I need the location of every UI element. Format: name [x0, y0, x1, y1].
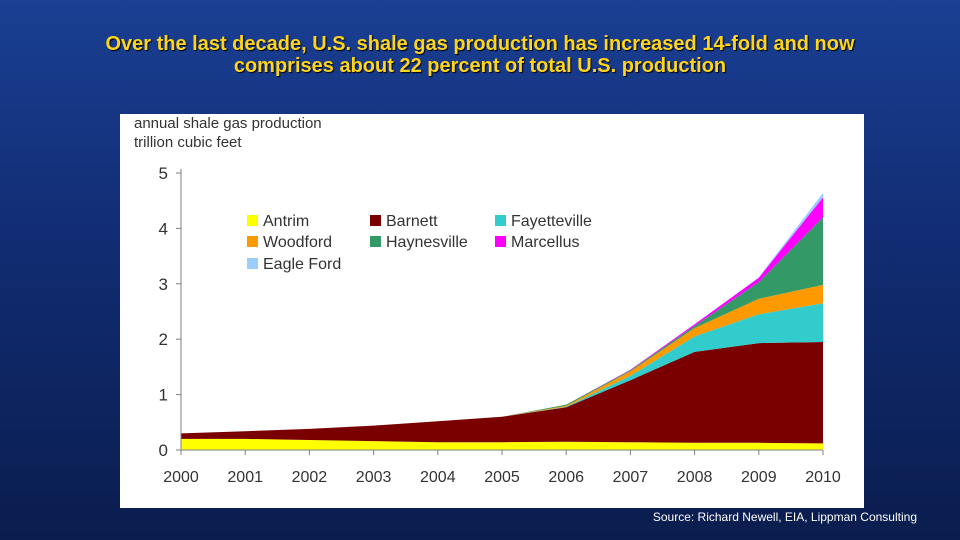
stacked-area-chart: 0 1 2 3 4 5 2000 2001 2002 2003 2004 2005 2006 2007 20… — [159, 164, 841, 486]
x-tick-label: 2003 — [356, 469, 392, 486]
legend-label-antrim: Antrim — [263, 213, 309, 230]
area-barnett — [181, 342, 823, 444]
legend-label-haynesville: Haynesville — [386, 234, 468, 251]
legend-swatch-barnett — [370, 215, 381, 226]
y-tick-label: 3 — [159, 275, 168, 294]
legend-label-woodford: Woodford — [263, 234, 332, 251]
area-antrim — [181, 438, 823, 450]
legend-label-marcellus: Marcellus — [511, 234, 579, 251]
y-tick-label: 1 — [159, 386, 168, 405]
legend-label-eagle-ford: Eagle Ford — [263, 256, 341, 273]
x-tick-label: 2005 — [484, 469, 520, 486]
y-axis-label-line-1: annual shale gas production — [134, 115, 322, 132]
legend-swatch-fayetteville — [495, 215, 506, 226]
y-tick-label: 5 — [159, 164, 168, 183]
x-tick-label: 2010 — [805, 469, 841, 486]
area-woodford — [181, 284, 823, 434]
chart-panel: annual shale gas production trillion cub… — [120, 114, 864, 508]
x-tick-label: 2007 — [613, 469, 649, 486]
title-line-2: comprises about 22 percent of total U.S.… — [233, 55, 727, 77]
x-tick-label: 2006 — [548, 469, 584, 486]
legend-label-barnett: Barnett — [386, 213, 438, 230]
y-axis-label-line-2: trillion cubic feet — [134, 134, 242, 151]
legend-swatch-haynesville — [370, 236, 381, 247]
x-tick-label: 2009 — [741, 469, 777, 486]
legend-swatch-marcellus — [495, 236, 506, 247]
y-tick-label: 2 — [159, 330, 168, 349]
x-tick-label: 2002 — [292, 469, 328, 486]
y-tick-label: 4 — [159, 219, 168, 238]
x-tick-label: 2000 — [163, 469, 199, 486]
source-note: Source: Richard Newell, EIA, Lippman Con… — [652, 510, 917, 524]
legend-label-fayetteville: Fayetteville — [511, 213, 592, 230]
title-line-1: Over the last decade, U.S. shale gas pro… — [105, 33, 855, 55]
legend-swatch-eagle-ford — [247, 258, 258, 269]
legend-swatch-woodford — [247, 236, 258, 247]
legend-swatch-antrim — [247, 215, 258, 226]
x-tick-label: 2008 — [677, 469, 713, 486]
x-tick-label: 2001 — [227, 469, 263, 486]
x-tick-label: 2004 — [420, 469, 456, 486]
slide-title: Over the last decade, U.S. shale gas pro… — [20, 33, 940, 77]
y-tick-label: 0 — [159, 441, 168, 460]
area-fayetteville — [181, 303, 823, 434]
